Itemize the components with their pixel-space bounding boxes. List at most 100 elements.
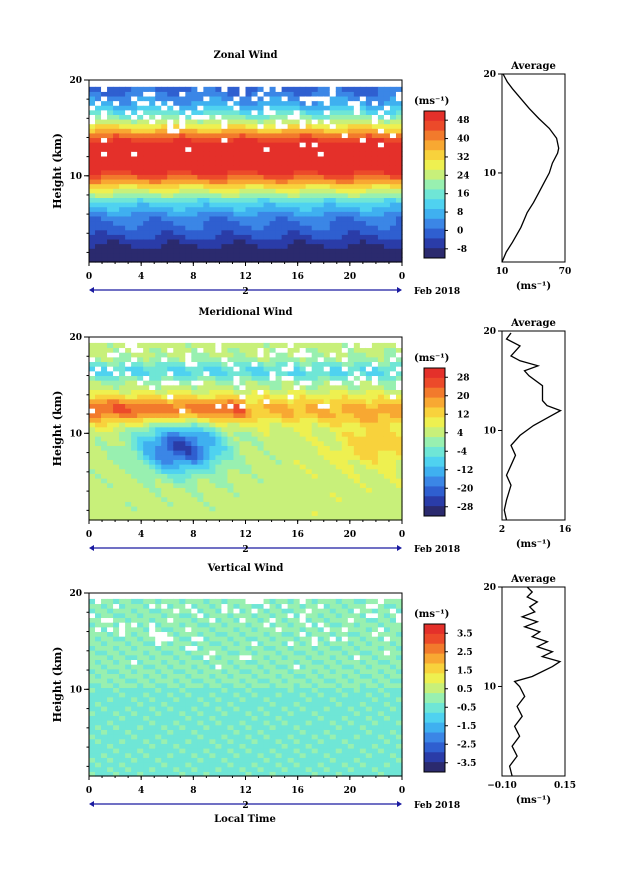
heatmap-cell	[119, 398, 126, 404]
heatmap-cell	[383, 257, 391, 263]
heatmap-cell	[371, 426, 379, 432]
heatmap-cell	[107, 757, 114, 763]
heatmap-cell	[113, 417, 120, 423]
heatmap-cell	[311, 366, 319, 372]
heatmap-cell	[203, 412, 210, 418]
heatmap-cell	[305, 225, 313, 231]
heatmap-cell	[335, 128, 343, 134]
heatmap-cell	[383, 142, 391, 148]
heatmap-cell	[395, 128, 403, 134]
heatmap-cell	[293, 142, 301, 148]
heatmap-cell	[155, 738, 162, 744]
heatmap-cell	[395, 487, 403, 493]
heatmap-cell	[131, 356, 138, 363]
heatmap-cell	[203, 257, 210, 263]
heatmap-cell	[281, 417, 289, 423]
heatmap-cell	[251, 257, 259, 263]
heatmap-cell	[89, 431, 96, 437]
heatmap-cell	[185, 766, 192, 772]
heatmap-cell	[203, 757, 210, 763]
heatmap-cell	[227, 347, 235, 353]
heatmap-cell	[95, 142, 102, 148]
heatmap-cell	[377, 137, 385, 143]
heatmap-cell	[143, 206, 150, 212]
heatmap-cell	[395, 496, 403, 502]
heatmap-cell	[149, 468, 156, 474]
heatmap-cell	[89, 91, 96, 97]
heatmap-cell	[173, 654, 180, 660]
heatmap-cell	[197, 682, 204, 688]
heatmap-cell	[131, 123, 138, 129]
heatmap-cell	[137, 192, 144, 199]
heatmap-cell	[389, 510, 397, 516]
heatmap-cell	[167, 766, 174, 772]
heatmap-cell	[143, 436, 150, 442]
heatmap-cell	[185, 123, 192, 129]
heatmap-cell	[107, 640, 114, 647]
heatmap-cell	[113, 238, 120, 245]
heatmap-cell	[125, 380, 132, 386]
heatmap-cell	[137, 506, 144, 512]
heatmap-cell	[293, 380, 301, 386]
heatmap-cell	[185, 496, 192, 502]
heatmap-cell	[161, 431, 168, 437]
heatmap-cell	[113, 720, 120, 726]
heatmap-cell	[143, 394, 150, 400]
heatmap-cell	[227, 342, 235, 349]
heatmap-cell	[359, 426, 367, 432]
heatmap-cell	[395, 459, 403, 465]
heatmap-cell	[155, 673, 162, 679]
heatmap-cell	[209, 165, 216, 171]
heatmap-cell	[239, 352, 247, 358]
heatmap-cell	[107, 128, 114, 134]
heatmap-cell	[221, 431, 229, 437]
heatmap-cell	[155, 422, 162, 428]
heatmap-cell	[137, 188, 144, 194]
heatmap-cell	[113, 137, 120, 143]
heatmap-cell	[347, 257, 355, 263]
heatmap-cell	[281, 450, 289, 456]
heatmap-cell	[125, 91, 132, 97]
heatmap-cell	[137, 603, 144, 609]
heatmap-cell	[173, 248, 180, 254]
heatmap-cell	[149, 710, 156, 716]
heatmap-cell	[89, 464, 96, 470]
heatmap-cell	[185, 757, 192, 763]
heatmap-cell	[389, 192, 397, 199]
heatmap-cell	[371, 347, 379, 353]
heatmap-cell	[101, 206, 108, 212]
heatmap-cell	[245, 445, 253, 451]
heatmap-cell	[95, 132, 102, 139]
heatmap-cell	[263, 347, 271, 353]
heatmap-cell	[257, 137, 265, 143]
heatmap-cell	[233, 151, 241, 157]
heatmap-cell	[395, 178, 403, 185]
heatmap-cell	[131, 487, 138, 493]
heatmap-cell	[185, 762, 192, 768]
heatmap-cell	[161, 603, 168, 609]
heatmap-cell	[323, 436, 331, 442]
heatmap-cell	[173, 183, 180, 189]
heatmap-cell	[251, 515, 259, 521]
heatmap-cell	[245, 422, 253, 428]
heatmap-cell	[155, 234, 162, 240]
heatmap-cell	[173, 640, 180, 647]
heatmap-cell	[233, 215, 241, 222]
heatmap-cell	[191, 687, 198, 693]
heatmap-cell	[257, 160, 265, 166]
heatmap-cell	[251, 183, 259, 189]
heatmap-cell	[113, 706, 120, 712]
heatmap-cell	[137, 215, 144, 222]
heatmap-cell	[191, 506, 198, 512]
heatmap-cell	[131, 174, 138, 180]
heatmap-cell	[257, 206, 265, 212]
heatmap-cell	[293, 496, 301, 502]
heatmap-cell	[269, 482, 277, 488]
heatmap-cell	[311, 197, 319, 203]
heatmap-cell	[215, 132, 223, 139]
heatmap-cell	[245, 370, 253, 377]
heatmap-cell	[143, 403, 150, 409]
heatmap-cell	[179, 119, 186, 125]
heatmap-cell	[167, 165, 174, 171]
heatmap-cell	[143, 687, 150, 693]
